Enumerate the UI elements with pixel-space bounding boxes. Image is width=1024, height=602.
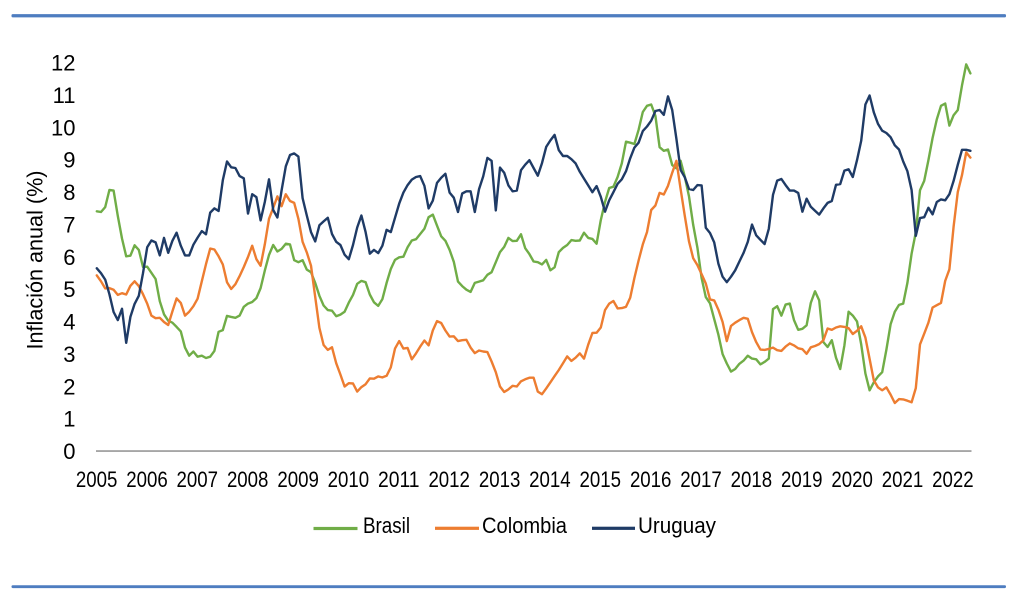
svg-text:2018: 2018 bbox=[731, 467, 773, 492]
svg-text:2012: 2012 bbox=[428, 467, 470, 492]
svg-text:2: 2 bbox=[63, 374, 75, 399]
svg-text:2011: 2011 bbox=[378, 467, 420, 492]
svg-text:2021: 2021 bbox=[882, 467, 924, 492]
svg-text:Inflación anual (%): Inflación anual (%) bbox=[23, 171, 48, 350]
svg-text:2013: 2013 bbox=[479, 467, 521, 492]
svg-text:8: 8 bbox=[63, 180, 75, 205]
svg-text:2007: 2007 bbox=[177, 467, 219, 492]
svg-text:5: 5 bbox=[63, 277, 75, 302]
svg-text:2005: 2005 bbox=[76, 467, 118, 492]
svg-text:Colombia: Colombia bbox=[482, 513, 568, 538]
svg-text:2020: 2020 bbox=[831, 467, 873, 492]
svg-text:2017: 2017 bbox=[680, 467, 722, 492]
svg-text:2019: 2019 bbox=[781, 467, 823, 492]
svg-text:2008: 2008 bbox=[227, 467, 269, 492]
svg-text:2010: 2010 bbox=[328, 467, 370, 492]
svg-text:7: 7 bbox=[63, 212, 75, 237]
svg-text:2014: 2014 bbox=[529, 467, 571, 492]
svg-text:2015: 2015 bbox=[580, 467, 622, 492]
svg-text:10: 10 bbox=[51, 115, 75, 140]
svg-text:Uruguay: Uruguay bbox=[638, 513, 716, 538]
svg-text:0: 0 bbox=[63, 439, 75, 464]
svg-text:2022: 2022 bbox=[932, 467, 974, 492]
svg-text:9: 9 bbox=[63, 148, 75, 173]
svg-text:1: 1 bbox=[63, 407, 75, 432]
svg-text:12: 12 bbox=[51, 51, 75, 76]
svg-text:2006: 2006 bbox=[126, 467, 168, 492]
svg-text:4: 4 bbox=[63, 310, 75, 335]
svg-text:6: 6 bbox=[63, 245, 75, 270]
svg-text:2009: 2009 bbox=[277, 467, 319, 492]
svg-text:2016: 2016 bbox=[630, 467, 672, 492]
svg-text:3: 3 bbox=[63, 342, 75, 367]
svg-text:Brasil: Brasil bbox=[363, 513, 410, 538]
svg-text:11: 11 bbox=[53, 83, 76, 108]
